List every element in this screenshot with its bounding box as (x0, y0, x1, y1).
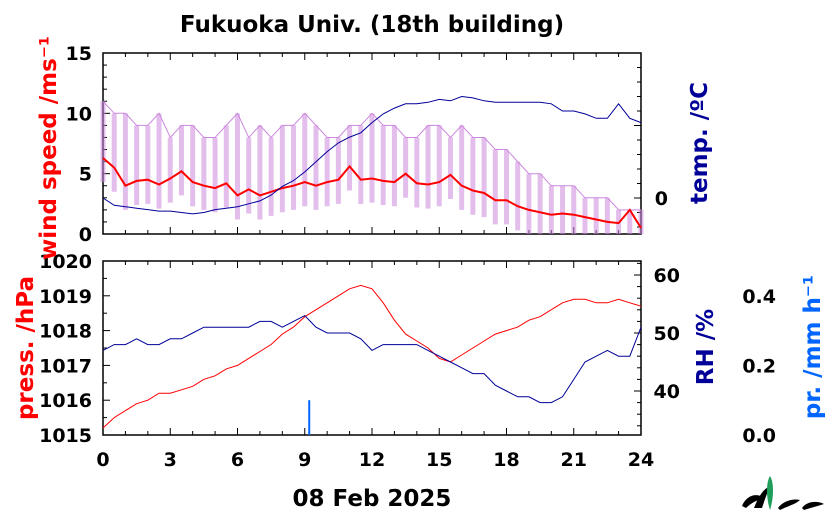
temp-tick-label: 0 (655, 188, 668, 210)
rh-tick-label: 50 (654, 323, 680, 345)
hour-tick-label: 15 (426, 449, 452, 471)
hour-tick-label: 9 (298, 449, 311, 471)
hour-tick-label: 12 (359, 449, 385, 471)
bottom-panel-series (102, 284, 642, 435)
wind-speed-axis-title: wind speed /ms⁻¹ (36, 36, 62, 260)
top-panel: 0 5 10 15 0 (66, 43, 668, 246)
pressure-tick-label: 1020 (39, 251, 92, 273)
date-label: 08 Feb 2025 (293, 486, 452, 512)
wind-tick-label: 10 (66, 103, 92, 125)
pressure-tick-label: 1016 (39, 390, 92, 412)
wind-tick-label: 5 (79, 164, 92, 186)
precipitation-bar (308, 400, 311, 435)
hour-tick-label: 21 (561, 449, 587, 471)
rh-tick-label: 60 (654, 265, 680, 287)
wind-gust-line (102, 100, 641, 211)
hour-tick-label: 18 (493, 449, 519, 471)
precip-tick-label: 0.4 (742, 286, 776, 308)
humidity-line (102, 314, 642, 404)
humidity-tick-labels: 40 50 60 (654, 265, 680, 403)
wind-mean-line (102, 157, 642, 229)
hour-tick-label: 6 (231, 449, 244, 471)
hour-tick-label: 0 (96, 449, 109, 471)
temperature-tick-labels: 0 (655, 188, 668, 210)
institution-logo (742, 476, 824, 510)
hour-tick-label: 24 (628, 449, 654, 471)
wind-speed-tick-labels: 0 5 10 15 (66, 43, 92, 246)
pressure-line (102, 284, 642, 429)
pressure-tick-label: 1018 (39, 321, 92, 343)
temperature-line (102, 95, 642, 215)
pressure-tick-labels: 1015 1016 1017 1018 1019 1020 (39, 251, 92, 447)
precipitation-axis-title: pr. /mm h⁻¹ (800, 275, 826, 419)
pressure-tick-label: 1015 (39, 425, 92, 447)
temperature-axis-title: temp. /ºC (687, 82, 713, 204)
humidity-axis-title: RH /% (693, 309, 719, 385)
chart-title: Fukuoka Univ. (18th building) (180, 12, 564, 38)
bottom-panel-frame (102, 260, 642, 436)
hour-tick-labels: 0 3 6 9 12 15 18 21 24 (96, 449, 654, 471)
pressure-tick-label: 1017 (39, 355, 92, 377)
precip-tick-label: 0.0 (742, 425, 776, 447)
precip-tick-label: 0.2 (742, 355, 776, 377)
rh-tick-label: 40 (654, 381, 680, 403)
hour-tick-label: 3 (164, 449, 177, 471)
top-panel-series (100, 95, 644, 234)
wind-tick-label: 0 (79, 224, 92, 246)
pressure-axis-title: press. /hPa (13, 276, 39, 420)
pressure-tick-label: 1019 (39, 286, 92, 308)
wind-tick-label: 15 (66, 43, 92, 65)
precipitation-tick-labels: 0.0 0.2 0.4 (742, 286, 776, 447)
bottom-panel-ticks (102, 260, 642, 436)
top-panel-ticks (102, 52, 642, 235)
